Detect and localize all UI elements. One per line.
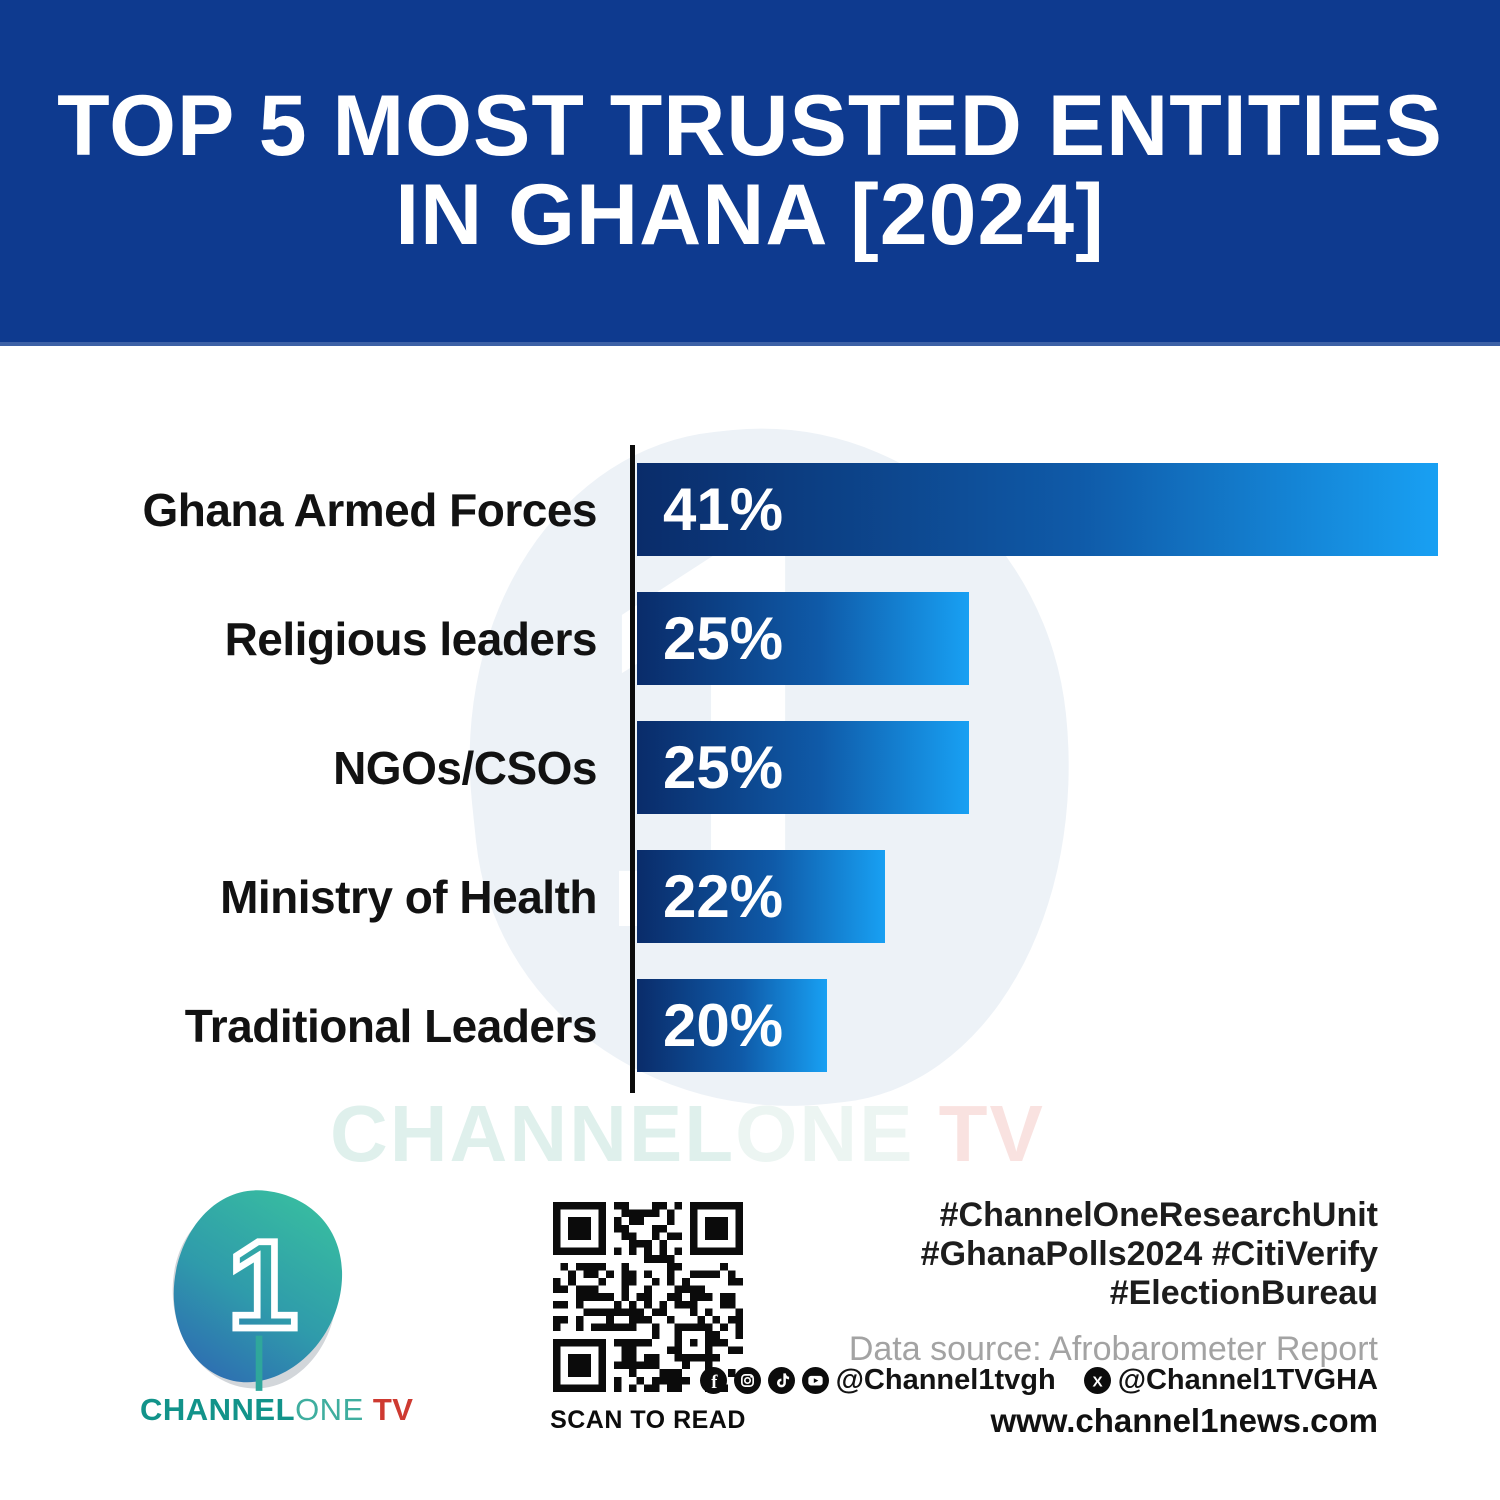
- header-banner: TOP 5 MOST TRUSTED ENTITIES IN GHANA [202…: [0, 0, 1500, 346]
- title-line-2: IN GHANA [2024]: [395, 167, 1105, 263]
- tiktok-icon: [767, 1367, 795, 1394]
- category-label: Religious leaders: [224, 612, 598, 665]
- bar-value-label: 20%: [663, 992, 784, 1059]
- bar-value-label: 22%: [663, 863, 784, 930]
- bar: 41%: [637, 463, 1438, 556]
- x-icon: X: [1083, 1367, 1111, 1394]
- svg-text:X: X: [1092, 1373, 1102, 1390]
- hashtag-line-2: #GhanaPolls2024 #CitiVerify: [920, 1235, 1378, 1273]
- hashtag-line-1: #ChannelOneResearchUnit: [939, 1196, 1378, 1234]
- category-label: NGOs/CSOs: [333, 741, 597, 794]
- watermark-one: ONE: [735, 1089, 915, 1178]
- page-title: TOP 5 MOST TRUSTED ENTITIES IN GHANA [202…: [57, 81, 1443, 263]
- bar: 25%: [637, 721, 969, 814]
- wordmark-channel: CHANNEL: [140, 1392, 296, 1427]
- watermark-tv: TV: [914, 1089, 1045, 1178]
- social-handle-2: @Channel1TVGHA: [1117, 1364, 1378, 1396]
- wordmark-one: ONE: [295, 1392, 364, 1427]
- hashtag-line-3: #ElectionBureau: [1109, 1274, 1378, 1312]
- chart-axis: [630, 445, 635, 1093]
- qr-caption: SCAN TO READ: [550, 1406, 746, 1434]
- bar-value-label: 41%: [663, 476, 784, 543]
- watermark-channel-one-tv: CHANNELONE TV: [330, 1088, 1045, 1180]
- category-label: Ministry of Health: [220, 870, 597, 923]
- data-source: Data source: Afrobarometer Report: [848, 1330, 1378, 1368]
- social-handle-1: @Channel1tvgh: [835, 1364, 1056, 1396]
- category-label: Ghana Armed Forces: [142, 483, 597, 536]
- hashtags-block: #ChannelOneResearchUnit #GhanaPolls2024 …: [921, 1196, 1378, 1313]
- title-line-1: TOP 5 MOST TRUSTED ENTITIES: [57, 77, 1443, 174]
- watermark-channel: CHANNEL: [330, 1089, 736, 1178]
- wordmark-tv: TV: [363, 1392, 414, 1427]
- channel-one-wordmark: CHANNELONE TV: [140, 1392, 440, 1428]
- channel-one-logo: 1: [172, 1190, 343, 1391]
- bar-value-label: 25%: [663, 734, 784, 801]
- logo-front-pebble: [173, 1190, 343, 1383]
- website-url: www.channel1news.com: [990, 1402, 1378, 1439]
- youtube-icon: [801, 1367, 829, 1394]
- category-label: Traditional Leaders: [184, 999, 598, 1052]
- facebook-icon: f: [699, 1367, 727, 1394]
- logo-one-numeral: 1: [228, 1214, 298, 1355]
- bar: 22%: [637, 850, 885, 943]
- social-row: f @Channel1tvgh X @Channel1TVGHA: [699, 1364, 1378, 1397]
- bar: 20%: [637, 979, 827, 1072]
- svg-text:f: f: [711, 1372, 718, 1393]
- bar: 25%: [637, 592, 969, 685]
- bar-value-label: 25%: [663, 605, 784, 672]
- instagram-icon: [733, 1367, 761, 1394]
- qr-code: [553, 1202, 743, 1392]
